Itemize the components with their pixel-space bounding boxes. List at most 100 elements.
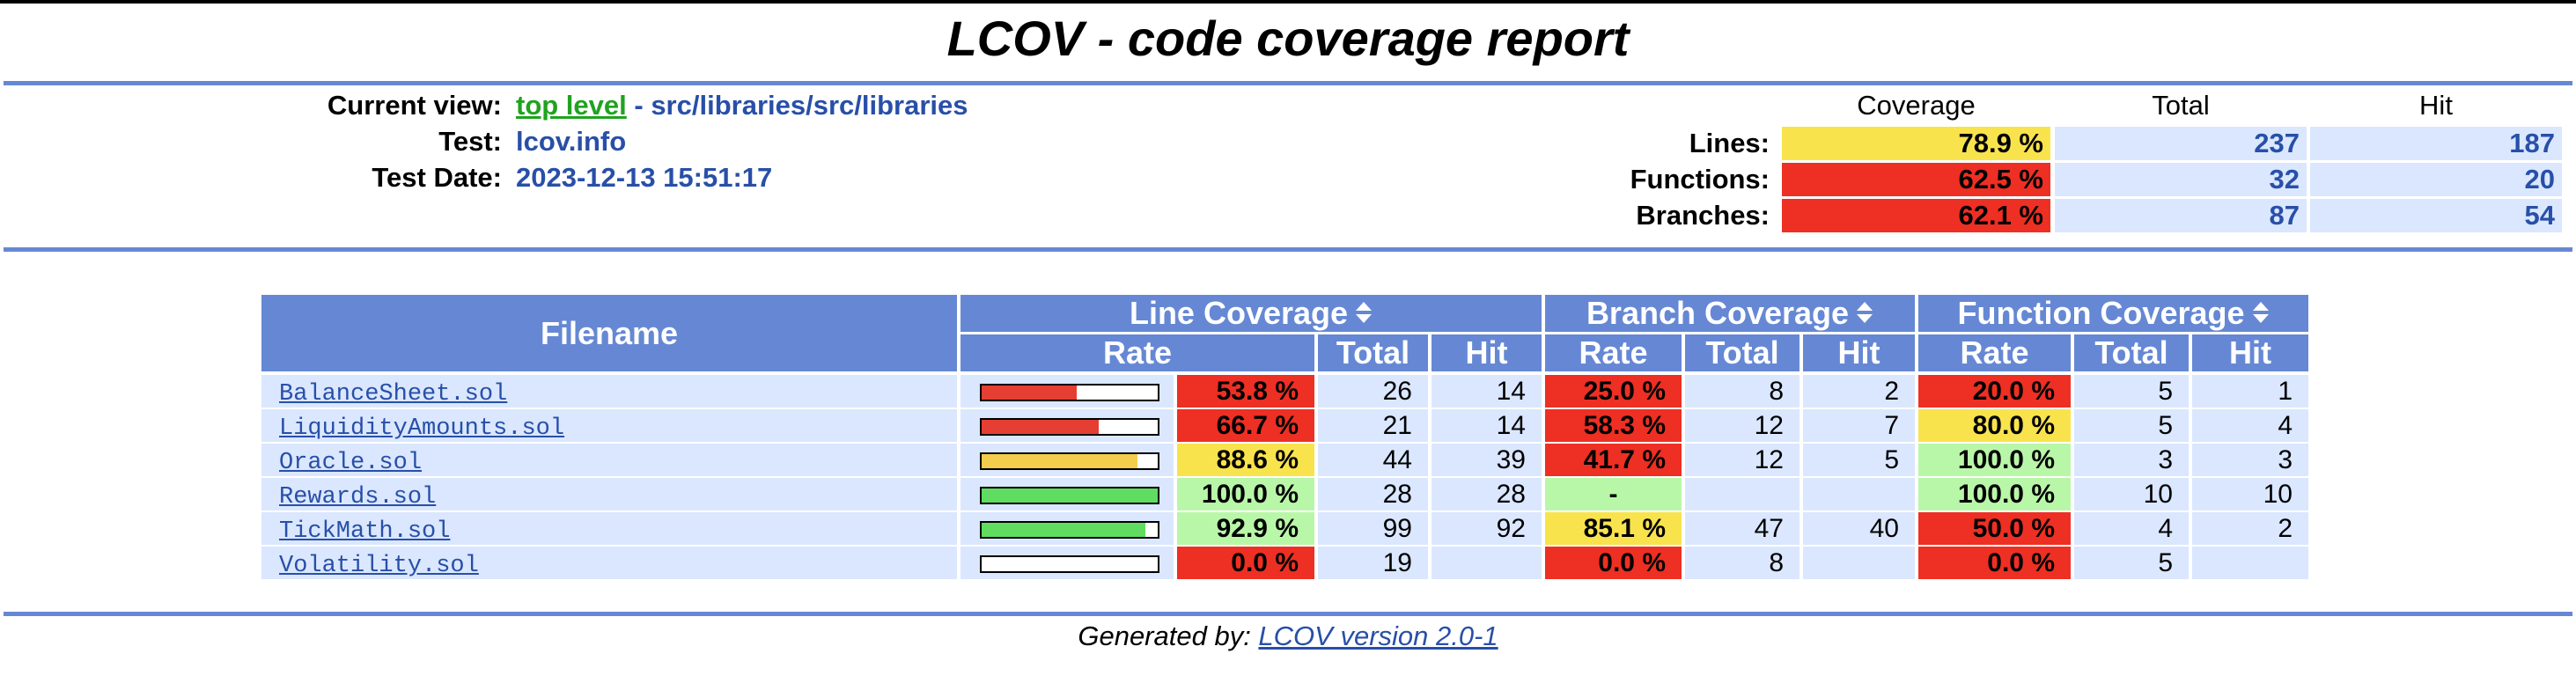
file-link[interactable]: Rewards.sol (279, 484, 437, 510)
footer: Generated by: LCOV version 2.0-1 (0, 619, 2576, 654)
function-coverage-header-label: Function Coverage (1957, 295, 2245, 331)
coverage-bar-fill (982, 420, 1100, 434)
top-level-link[interactable]: top level (516, 90, 627, 121)
test-date-label: Test Date: (372, 162, 502, 193)
function-total-cell: 4 (2074, 512, 2189, 545)
file-link[interactable]: LiquidityAmounts.sol (279, 415, 565, 442)
branch-rate-cell: 25.0 % (1545, 375, 1682, 408)
function-hit-cell: 3 (2192, 444, 2308, 476)
branch-rate-cell: 58.3 % (1545, 409, 1682, 442)
test-value: lcov.info (516, 126, 627, 157)
file-link[interactable]: TickMath.sol (279, 518, 451, 545)
function-total-cell: 5 (2074, 547, 2189, 579)
branch-total-cell: 12 (1685, 444, 1800, 476)
line-rate-cell: 100.0 % (1177, 478, 1314, 510)
file-link[interactable]: BalanceSheet.sol (279, 381, 508, 408)
summary-functions-coverage: 62.5 % (1782, 163, 2050, 196)
summary-lines-coverage: 78.9 % (1782, 127, 2050, 160)
sort-icon[interactable] (1856, 300, 1873, 325)
branch-hit-cell: 7 (1803, 409, 1915, 442)
line-coverage-header[interactable]: Line Coverage (960, 295, 1542, 332)
current-view-label: Current view: (327, 90, 502, 121)
branch-rate-cell: 85.1 % (1545, 512, 1682, 545)
function-hit-header: Hit (2192, 334, 2308, 371)
branch-total-cell: 8 (1685, 375, 1800, 408)
function-hit-cell: 4 (2192, 409, 2308, 442)
current-view-value: top level - src/libraries/src/libraries (516, 88, 968, 123)
branch-hit-cell (1803, 547, 1915, 579)
branch-total-cell (1685, 478, 1800, 510)
line-rate-cell: 53.8 % (1177, 375, 1314, 408)
file-name-cell: Oracle.sol (261, 444, 957, 476)
lcov-version-link[interactable]: LCOV version 2.0-1 (1258, 621, 1498, 651)
coverage-bar (980, 555, 1159, 573)
file-name-cell: TickMath.sol (261, 512, 957, 545)
file-link[interactable]: Oracle.sol (279, 450, 423, 476)
branch-hit-header: Hit (1803, 334, 1915, 371)
summary-hit-header: Hit (2419, 90, 2453, 121)
branch-hit-cell: 5 (1803, 444, 1915, 476)
file-link[interactable]: Volatility.sol (279, 553, 479, 579)
function-total-cell: 5 (2074, 409, 2189, 442)
coverage-bar (980, 384, 1159, 401)
branch-hit-cell (1803, 478, 1915, 510)
summary-total-header: Total (2152, 90, 2210, 121)
line-hit-cell (1432, 547, 1542, 579)
line-rate-cell: 66.7 % (1177, 409, 1314, 442)
function-total-cell: 10 (2074, 478, 2189, 510)
function-rate-cell: 0.0 % (1918, 547, 2071, 579)
line-total-cell: 99 (1318, 512, 1428, 545)
line-hit-cell: 92 (1432, 512, 1542, 545)
coverage-bar-fill (982, 386, 1077, 400)
test-label: Test: (438, 126, 502, 157)
function-rate-cell: 100.0 % (1918, 444, 2071, 476)
summary-branches-hit: 54 (2310, 199, 2562, 232)
file-name-cell: LiquidityAmounts.sol (261, 409, 957, 442)
line-total-cell: 19 (1318, 547, 1428, 579)
branch-total-cell: 47 (1685, 512, 1800, 545)
function-hit-cell: 1 (2192, 375, 2308, 408)
summary-branches-coverage: 62.1 % (1782, 199, 2050, 232)
line-total-header: Total (1318, 334, 1428, 371)
branch-rate-header: Rate (1545, 334, 1682, 371)
summary-lines-total: 237 (2055, 127, 2307, 160)
line-total-cell: 21 (1318, 409, 1428, 442)
function-rate-cell: 20.0 % (1918, 375, 2071, 408)
function-rate-header: Rate (1918, 334, 2071, 371)
line-bar-cell (960, 375, 1174, 408)
function-rate-cell: 80.0 % (1918, 409, 2071, 442)
filename-header: Filename (261, 295, 957, 371)
branch-hit-cell: 40 (1803, 512, 1915, 545)
summary-branches-total: 87 (2055, 199, 2307, 232)
coverage-bar (980, 418, 1159, 436)
function-hit-cell: 10 (2192, 478, 2308, 510)
summary-coverage-header: Coverage (1857, 90, 1976, 121)
line-bar-cell (960, 444, 1174, 476)
line-total-cell: 28 (1318, 478, 1428, 510)
current-view-path: - src/libraries/src/libraries (626, 90, 968, 121)
function-coverage-header[interactable]: Function Coverage (1918, 295, 2308, 332)
header-divider (4, 81, 2572, 85)
coverage-bar-fill (982, 488, 1158, 503)
line-hit-cell: 14 (1432, 375, 1542, 408)
function-hit-cell (2192, 547, 2308, 579)
branch-total-cell: 8 (1685, 547, 1800, 579)
branch-coverage-header[interactable]: Branch Coverage (1545, 295, 1915, 332)
line-bar-cell (960, 409, 1174, 442)
file-name-cell: Rewards.sol (261, 478, 957, 510)
function-total-cell: 3 (2074, 444, 2189, 476)
file-name-cell: BalanceSheet.sol (261, 375, 957, 408)
sort-icon[interactable] (2252, 300, 2270, 325)
summary-functions-hit: 20 (2310, 163, 2562, 196)
sort-icon[interactable] (1355, 300, 1373, 325)
function-rate-cell: 100.0 % (1918, 478, 2071, 510)
coverage-bar (980, 487, 1159, 504)
top-rule (0, 0, 2576, 4)
branch-rate-cell: - (1545, 478, 1682, 510)
line-bar-cell (960, 512, 1174, 545)
line-hit-header: Hit (1432, 334, 1542, 371)
branch-total-cell: 12 (1685, 409, 1800, 442)
footer-prefix: Generated by: (1078, 621, 1259, 651)
function-hit-cell: 2 (2192, 512, 2308, 545)
function-total-cell: 5 (2074, 375, 2189, 408)
